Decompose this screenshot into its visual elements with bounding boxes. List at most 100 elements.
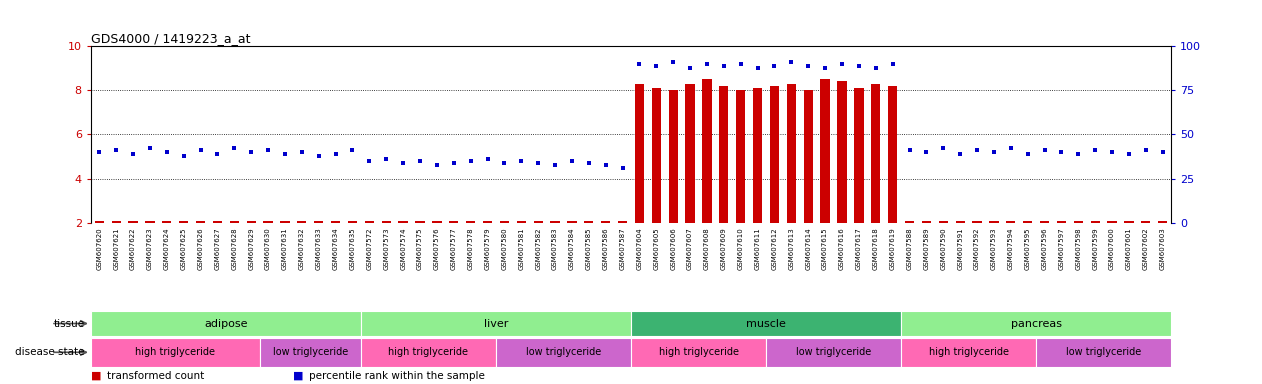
- Point: [1152, 149, 1172, 155]
- Text: GSM607597: GSM607597: [1059, 227, 1064, 270]
- Point: [630, 61, 650, 67]
- Bar: [1036, 338, 1171, 367]
- Bar: [939, 220, 948, 223]
- Text: GSM607573: GSM607573: [384, 227, 389, 270]
- Text: GSM607606: GSM607606: [670, 227, 676, 270]
- Bar: [651, 88, 661, 223]
- Bar: [871, 84, 881, 223]
- Bar: [361, 311, 631, 336]
- Text: GSM607596: GSM607596: [1041, 227, 1047, 270]
- Bar: [179, 220, 188, 223]
- Bar: [145, 220, 154, 223]
- Text: GSM607611: GSM607611: [755, 227, 761, 270]
- Bar: [111, 220, 121, 223]
- Text: GSM607587: GSM607587: [620, 227, 626, 270]
- Bar: [736, 90, 746, 223]
- Point: [950, 151, 970, 157]
- Bar: [888, 86, 897, 223]
- Bar: [973, 220, 982, 223]
- Point: [528, 160, 548, 166]
- Bar: [1108, 220, 1117, 223]
- Bar: [568, 220, 577, 223]
- Text: GSM607576: GSM607576: [434, 227, 440, 270]
- Bar: [631, 338, 766, 367]
- Text: GSM607613: GSM607613: [789, 227, 794, 270]
- Point: [612, 164, 632, 170]
- Text: GSM607626: GSM607626: [198, 227, 203, 270]
- Text: adipose: adipose: [204, 318, 247, 329]
- Text: GSM607590: GSM607590: [940, 227, 946, 270]
- Text: ■: ■: [293, 371, 303, 381]
- Bar: [1090, 220, 1099, 223]
- Bar: [381, 220, 391, 223]
- Text: GSM607629: GSM607629: [249, 227, 254, 270]
- Bar: [921, 220, 931, 223]
- Bar: [163, 220, 172, 223]
- Text: GSM607625: GSM607625: [180, 227, 187, 270]
- Text: GSM607583: GSM607583: [551, 227, 558, 270]
- Point: [916, 149, 936, 155]
- Bar: [905, 220, 914, 223]
- Bar: [989, 220, 998, 223]
- Point: [241, 149, 261, 155]
- Point: [410, 158, 430, 164]
- Point: [933, 144, 953, 151]
- Point: [1001, 144, 1021, 151]
- Point: [697, 61, 717, 67]
- Bar: [260, 338, 361, 367]
- Bar: [1040, 220, 1049, 223]
- Point: [1035, 147, 1055, 153]
- Point: [90, 149, 110, 155]
- Text: GSM607631: GSM607631: [281, 227, 288, 270]
- Bar: [496, 338, 631, 367]
- Point: [342, 147, 362, 153]
- Point: [326, 151, 346, 157]
- Bar: [635, 84, 644, 223]
- Bar: [820, 79, 829, 223]
- Bar: [1023, 220, 1032, 223]
- Text: GSM607612: GSM607612: [771, 227, 777, 270]
- Bar: [91, 338, 260, 367]
- Point: [495, 160, 515, 166]
- Bar: [361, 338, 496, 367]
- Point: [140, 144, 160, 151]
- Point: [798, 63, 818, 69]
- Point: [444, 160, 464, 166]
- Bar: [91, 311, 361, 336]
- Bar: [298, 220, 307, 223]
- Text: GSM607621: GSM607621: [114, 227, 119, 270]
- Point: [292, 149, 312, 155]
- Bar: [838, 81, 847, 223]
- Point: [900, 147, 920, 153]
- Point: [781, 58, 801, 65]
- Text: GSM607619: GSM607619: [890, 227, 896, 270]
- Bar: [534, 220, 543, 223]
- Point: [714, 63, 734, 69]
- Text: GSM607622: GSM607622: [130, 227, 136, 270]
- Bar: [685, 84, 694, 223]
- Text: GSM607635: GSM607635: [350, 227, 356, 270]
- Text: GSM607593: GSM607593: [991, 227, 997, 270]
- Text: GSM607600: GSM607600: [1109, 227, 1116, 270]
- Point: [1017, 151, 1037, 157]
- Bar: [804, 90, 813, 223]
- Text: GSM607628: GSM607628: [231, 227, 237, 270]
- Bar: [466, 220, 476, 223]
- Text: GSM607630: GSM607630: [265, 227, 271, 270]
- Bar: [669, 90, 678, 223]
- Point: [562, 158, 582, 164]
- Text: GSM607589: GSM607589: [924, 227, 929, 270]
- Text: GSM607609: GSM607609: [721, 227, 727, 270]
- Point: [174, 153, 194, 160]
- Bar: [213, 220, 222, 223]
- Bar: [348, 220, 357, 223]
- Point: [731, 61, 751, 67]
- Point: [866, 65, 886, 71]
- Text: GSM607580: GSM607580: [501, 227, 507, 270]
- Text: GSM607582: GSM607582: [535, 227, 541, 270]
- Point: [967, 147, 987, 153]
- Bar: [483, 220, 492, 223]
- Point: [511, 158, 531, 164]
- Text: GSM607604: GSM607604: [636, 227, 642, 270]
- Text: high triglyceride: high triglyceride: [135, 347, 216, 358]
